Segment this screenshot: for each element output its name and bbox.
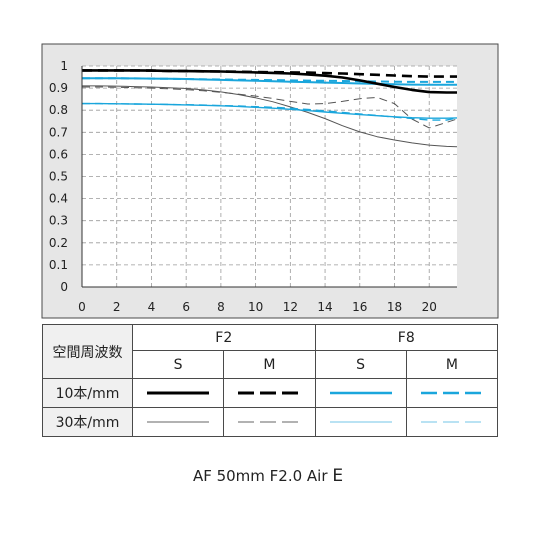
y-tick-label: 0.4 — [49, 192, 68, 206]
legend-cell-f8-30-m — [405, 407, 499, 437]
x-tick-label: 0 — [78, 300, 86, 314]
x-tick-label: 16 — [352, 300, 367, 314]
y-tick-label: 0.1 — [49, 258, 68, 272]
x-tick-label: 4 — [148, 300, 156, 314]
series-f2-10-s — [82, 69, 457, 94]
y-tick-label: 1 — [60, 59, 68, 73]
legend-f2-sagittal: S — [131, 350, 225, 379]
legend-sample-f2-30-s — [147, 421, 210, 423]
x-tick-label: 10 — [248, 300, 263, 314]
y-tick-label: 0 — [60, 280, 68, 294]
mtf-chart: 00.10.20.30.40.50.60.70.80.910 2 4 6 8 10 12 14… — [41, 43, 499, 319]
legend-cell-f8-10-s — [314, 378, 407, 408]
y-tick-label: 0.8 — [49, 103, 68, 117]
y-tick-label: 0.5 — [49, 170, 68, 184]
legend-sample-f8-10-s — [329, 391, 392, 395]
legend-sample-f8-30-s — [329, 421, 392, 423]
legend-cell-f2-30-s — [131, 407, 225, 437]
y-tick-label: 0.6 — [49, 147, 68, 161]
legend-aperture-f8: F8 — [314, 324, 498, 351]
y-tick-label: 0.7 — [49, 125, 68, 139]
legend-f8-meridional: M — [405, 350, 499, 379]
legend-f2-meridional: M — [223, 350, 316, 379]
x-tick-label: 8 — [217, 300, 225, 314]
legend-cell-f2-30-m — [223, 407, 316, 437]
series-lines — [82, 69, 458, 148]
y-tick-label: 0.2 — [49, 236, 68, 250]
legend-sample-f8-10-m — [420, 391, 483, 395]
legend-table: 空間周波数 F2 F8 S M S M 10本/mm 30本 — [42, 324, 499, 437]
legend-cell-f2-10-m — [223, 378, 316, 408]
x-tick-label: 12 — [283, 300, 298, 314]
x-tick-label: 18 — [387, 300, 402, 314]
legend-f8-sagittal: S — [314, 350, 407, 379]
x-tick-label: 14 — [317, 300, 332, 314]
legend-aperture-f2: F2 — [132, 324, 316, 351]
legend-row-30: 30本/mm — [42, 407, 133, 437]
series-f8-30-m — [82, 102, 458, 121]
lens-mark: E — [332, 466, 344, 486]
axes: 00.10.20.30.40.50.60.70.80.910 2 4 6 8 10 12 14… — [49, 59, 457, 314]
series-f8-10-s — [82, 77, 457, 86]
x-tick-label: 20 — [422, 300, 437, 314]
grid — [82, 65, 457, 287]
x-tick-label: 6 — [182, 300, 190, 314]
legend-sample-f2-30-m — [238, 421, 301, 423]
x-tick-label: 2 — [113, 300, 121, 314]
legend-row-10: 10本/mm — [42, 378, 133, 408]
legend-cell-f8-10-m — [405, 378, 499, 408]
lens-caption: AF 50mm F2.0 Air E — [0, 466, 536, 486]
legend-header-label: 空間周波数 — [42, 324, 133, 379]
legend-cell-f8-30-s — [314, 407, 407, 437]
series-f8-10-m — [82, 77, 457, 83]
lens-name: AF 50mm F2.0 Air — [192, 467, 328, 485]
legend-cell-f2-10-s — [131, 378, 225, 408]
legend-sample-f8-30-m — [420, 421, 483, 423]
y-tick-label: 0.3 — [49, 214, 68, 228]
y-tick-label: 0.9 — [49, 81, 68, 95]
legend-sample-f2-10-m — [238, 391, 301, 395]
series-f2-30-s — [82, 85, 458, 148]
legend-sample-f2-10-s — [147, 391, 210, 395]
